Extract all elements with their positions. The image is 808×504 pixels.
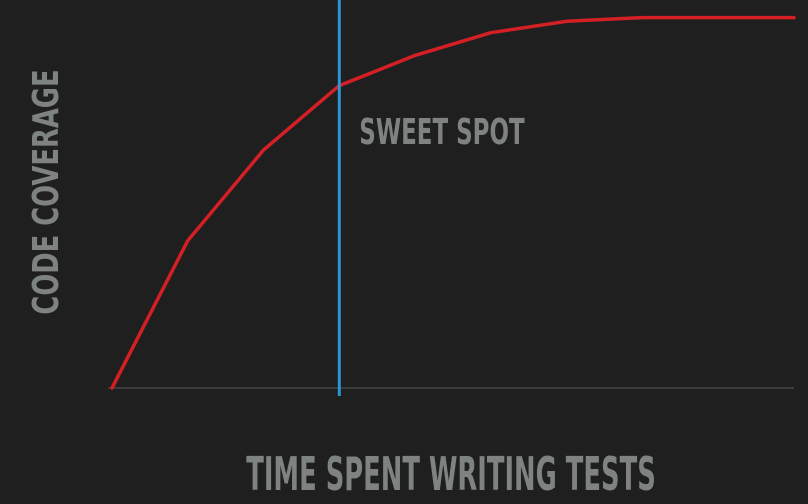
- x-axis-label: TIME SPENT WRITING TESTS: [246, 447, 656, 501]
- y-axis-label: CODE COVERAGE: [26, 69, 67, 314]
- data-point: [565, 19, 569, 23]
- data-point: [186, 239, 190, 243]
- series-line-0: [110, 15, 796, 390]
- data-point: [413, 53, 417, 57]
- series-group: [110, 15, 796, 390]
- data-point: [262, 148, 266, 152]
- data-point: [716, 16, 720, 20]
- data-point: [110, 386, 114, 390]
- sweet-spot-label: SWEET SPOT: [359, 112, 525, 154]
- data-point: [489, 31, 493, 35]
- data-point: [640, 16, 644, 20]
- data-point: [792, 16, 796, 20]
- annotation-group: SWEET SPOT: [337, 0, 525, 396]
